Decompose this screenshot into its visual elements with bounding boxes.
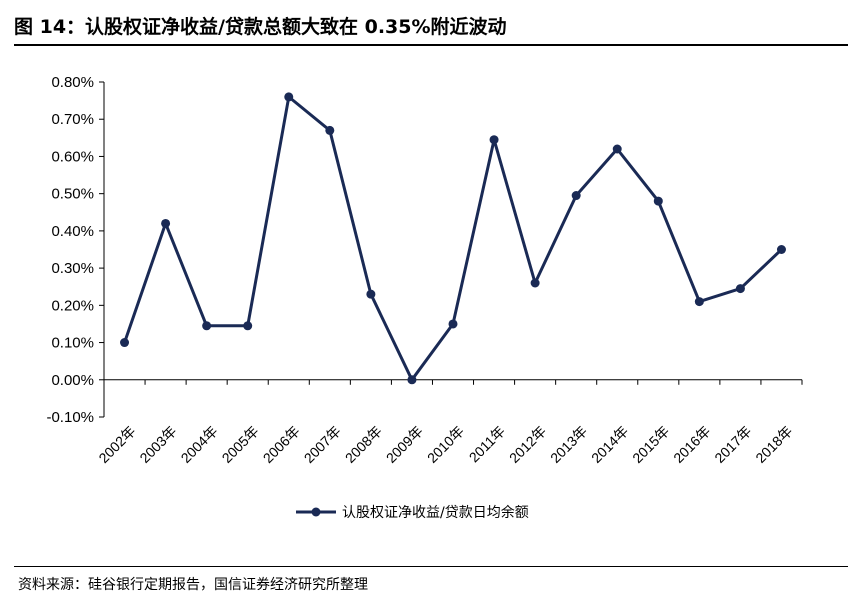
series-line bbox=[123, 95, 783, 382]
y-axis: -0.10% 0.00% 0.10% 0.20% 0.30% 0.40% 0.50% 0.60… bbox=[46, 74, 105, 426]
x-tick-label: 2016年 bbox=[670, 423, 713, 466]
data-point bbox=[407, 375, 417, 385]
y-tick-label: 0.40% bbox=[51, 223, 94, 240]
data-point bbox=[571, 191, 581, 201]
x-tick-label: 2006年 bbox=[260, 423, 303, 466]
data-point bbox=[530, 278, 540, 288]
data-point bbox=[366, 289, 376, 299]
x-tick-label: 2012年 bbox=[506, 423, 549, 466]
y-tick-label: 0.60% bbox=[51, 148, 94, 165]
x-tick-label: 2010年 bbox=[424, 423, 467, 466]
data-point bbox=[161, 218, 171, 228]
series-layer bbox=[120, 92, 786, 385]
legend-marker bbox=[311, 507, 321, 517]
figure-title: 图 14：认股权证净收益/贷款总额大致在 0.35%附近波动 bbox=[14, 16, 507, 38]
x-tick-label: 2002年 bbox=[95, 423, 138, 466]
data-point bbox=[120, 338, 130, 348]
y-tick-label: 0.30% bbox=[51, 260, 94, 277]
x-tick-label: 2015年 bbox=[629, 423, 672, 466]
x-tick-label: 2017年 bbox=[711, 423, 754, 466]
x-tick-label: 2013年 bbox=[547, 423, 590, 466]
data-point bbox=[325, 125, 335, 135]
data-point bbox=[489, 135, 499, 145]
x-tick-label: 2014年 bbox=[588, 423, 631, 466]
data-point bbox=[735, 284, 745, 294]
footer-rule bbox=[14, 566, 848, 567]
x-tick-label: 2004年 bbox=[178, 423, 221, 466]
legend-label: 认股权证净收益/贷款日均余额 bbox=[342, 504, 529, 521]
title-rule bbox=[14, 44, 848, 46]
data-point bbox=[653, 196, 663, 206]
x-tick-label: 2009年 bbox=[383, 423, 426, 466]
data-point bbox=[202, 321, 212, 331]
x-axis: 2002年2003年2004年2005年2006年2007年2008年2009年… bbox=[95, 379, 803, 466]
legend: 认股权证净收益/贷款日均余额 bbox=[296, 504, 529, 521]
y-tick-label: 0.20% bbox=[51, 297, 94, 314]
y-tick-label: -0.10% bbox=[46, 409, 94, 426]
x-tick-label: 2011年 bbox=[466, 423, 509, 466]
y-tick-label: 0.80% bbox=[51, 74, 94, 91]
data-point bbox=[243, 321, 253, 331]
x-tick-label: 2008年 bbox=[342, 423, 385, 466]
x-tick-label: 2018年 bbox=[752, 423, 795, 466]
data-point bbox=[448, 319, 458, 329]
y-tick-label: 0.70% bbox=[51, 111, 94, 128]
y-tick-label: 0.50% bbox=[51, 186, 94, 203]
data-point bbox=[694, 297, 704, 307]
y-tick-label: 0.00% bbox=[51, 372, 94, 389]
x-tick-label: 2005年 bbox=[219, 423, 262, 466]
x-tick-label: 2007年 bbox=[301, 423, 344, 466]
y-tick-label: 0.10% bbox=[51, 335, 94, 352]
data-point bbox=[612, 144, 622, 154]
data-point bbox=[284, 92, 294, 102]
x-tick-label: 2003年 bbox=[136, 423, 179, 466]
source-note: 资料来源：硅谷银行定期报告，国信证券经济研究所整理 bbox=[18, 577, 368, 593]
data-point bbox=[776, 245, 786, 254]
